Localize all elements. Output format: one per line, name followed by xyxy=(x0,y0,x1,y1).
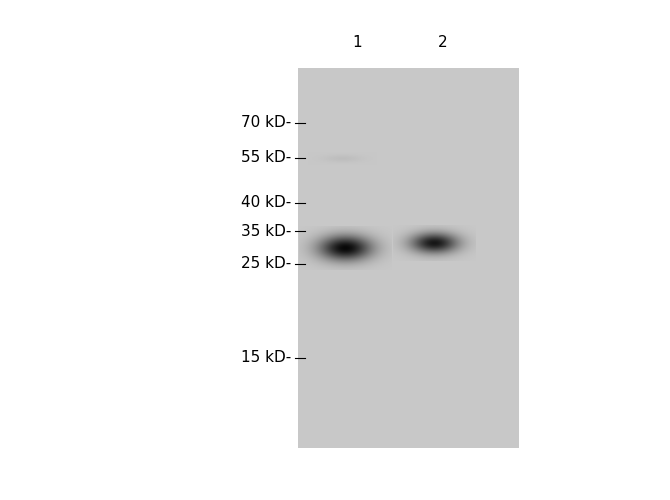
Text: 15 kD-: 15 kD- xyxy=(241,350,291,365)
Text: 2: 2 xyxy=(438,35,447,50)
Text: 1: 1 xyxy=(352,35,362,50)
Text: 25 kD-: 25 kD- xyxy=(241,256,291,272)
Text: 35 kD-: 35 kD- xyxy=(241,224,291,238)
Bar xyxy=(298,68,519,448)
Text: 70 kD-: 70 kD- xyxy=(241,115,291,130)
Text: 55 kD-: 55 kD- xyxy=(241,150,291,165)
Text: 40 kD-: 40 kD- xyxy=(241,195,291,210)
